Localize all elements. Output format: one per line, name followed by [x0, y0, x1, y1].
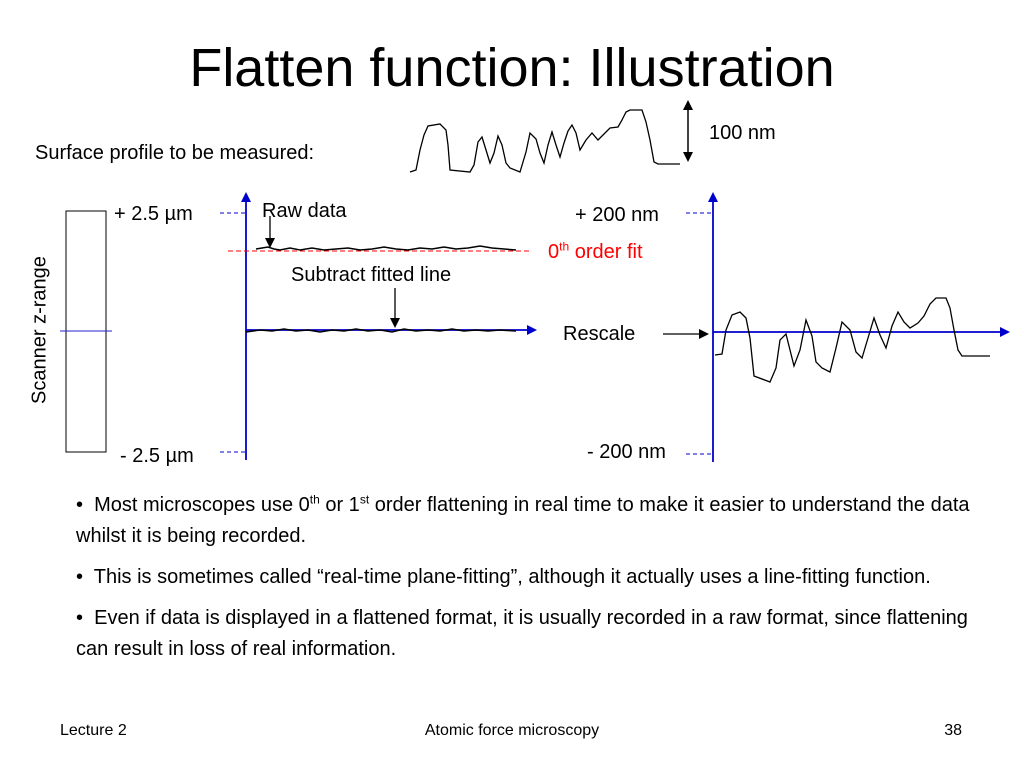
right-plot-bottom-label: - 200 nm	[587, 441, 666, 463]
right-plot-top-label: + 200 nm	[575, 204, 659, 226]
left-plot-top-label: + 2.5 µm	[114, 203, 193, 225]
bullet-item: • Most microscopes use 0th or 1st order …	[76, 492, 970, 547]
footer-center: Atomic force microscopy	[424, 722, 600, 739]
surface-profile-label: Surface profile to be measured:	[35, 142, 315, 164]
footer-page-number: 38	[944, 722, 962, 739]
bullet-item: • This is sometimes called “real-time pl…	[76, 566, 931, 588]
zeroth-order-fit-label: 0th order fit	[548, 239, 643, 263]
rescale-label: Rescale	[563, 323, 636, 345]
flattened-trace	[245, 328, 517, 333]
scale-bar-label: 100 nm	[709, 122, 776, 144]
bullet-item: • Even if data is displayed in a flatten…	[76, 607, 968, 660]
surface-profile-trace	[409, 109, 680, 173]
page-title: Flatten function: Illustration	[189, 38, 835, 98]
left-plot-bottom-label: - 2.5 µm	[120, 445, 194, 467]
rescaled-trace	[714, 297, 990, 383]
raw-data-label: Raw data	[262, 200, 347, 222]
subtract-fitted-line-label: Subtract fitted line	[291, 264, 452, 286]
raw-data-trace	[255, 245, 517, 251]
bullet-list: • Most microscopes use 0th or 1st order …	[76, 490, 976, 675]
footer-left: Lecture 2	[60, 722, 127, 739]
